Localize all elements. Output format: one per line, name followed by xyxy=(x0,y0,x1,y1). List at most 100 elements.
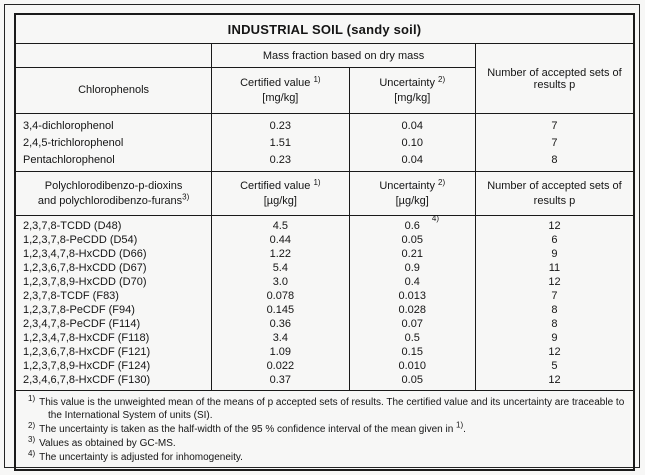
table-row: 2,3,4,6,7,8-HxCDF (F130) 0.37 0.05 12 xyxy=(14,373,635,391)
footnote: 3) Values as obtained by GC-MS. xyxy=(22,434,625,450)
mass-fraction-header: Mass fraction based on dry mass xyxy=(211,43,476,68)
footnote-marker: 1) xyxy=(28,393,36,403)
certified-value-header-mg: Certified value 1) [mg/kg] xyxy=(211,67,350,114)
analyte-name: 1,2,3,7,8-PeCDF (F94) xyxy=(14,303,213,317)
table-row: 1,2,3,4,7,8-HxCDD (D66) 1.22 0.21 9 xyxy=(14,247,635,261)
footnote-text: The uncertainty is adjusted for inhomoge… xyxy=(39,452,243,463)
accepted-sets-count: 9 xyxy=(474,247,635,261)
table-row: 3,4-dichlorophenol 0.23 0.04 7 xyxy=(14,113,635,134)
table-row: 2,3,7,8-TCDF (F83) 0.078 0.013 7 xyxy=(14,289,635,303)
accepted-sets-count: 8 xyxy=(474,151,635,172)
certified-value: 0.078 xyxy=(211,289,350,303)
certified-value: 0.022 xyxy=(211,359,350,373)
analyte-name: 2,3,4,6,7,8-HxCDF (F130) xyxy=(14,373,213,391)
document-frame: INDUSTRIAL SOIL (sandy soil) Mass fracti… xyxy=(4,4,640,471)
certified-values-table: INDUSTRIAL SOIL (sandy soil) Mass fracti… xyxy=(14,13,635,471)
accepted-sets-count: 8 xyxy=(474,317,635,331)
dioxins-rows: 2,3,7,8-TCDD (D48) 4.5 0.6 4) 12 1,2,3,7,… xyxy=(14,215,635,391)
analyte-name: 1,2,3,6,7,8-HxCDF (F121) xyxy=(14,345,213,359)
certified-value: 1.09 xyxy=(211,345,350,359)
accepted-sets-count: 6 xyxy=(474,233,635,247)
accepted-sets-count: 12 xyxy=(474,215,635,233)
analyte-name: 1,2,3,7,8-PeCDD (D54) xyxy=(14,233,213,247)
table-row: Pentachlorophenol 0.23 0.04 8 xyxy=(14,151,635,172)
table-row: 1,2,3,6,7,8-HxCDD (D67) 5.4 0.9 11 xyxy=(14,261,635,275)
uncertainty-label: Uncertainty xyxy=(379,77,435,90)
uncertainty-value: 0.04 xyxy=(348,113,476,134)
uncertainty-header-ug: Uncertainty 2) [µg/kg] xyxy=(348,171,476,216)
certified-value: 4.5 xyxy=(211,215,350,233)
certified-value-header-ug: Certified value 1) [µg/kg] xyxy=(211,171,350,216)
certified-value-unit: [mg/kg] xyxy=(262,91,299,104)
certified-value: 0.36 xyxy=(211,317,350,331)
footnote-text: This value is the unweighted mean of the… xyxy=(39,397,625,421)
certified-value-unit: [µg/kg] xyxy=(263,194,297,207)
table-row: 2,4,5-trichlorophenol 1.51 0.10 7 xyxy=(14,134,635,151)
uncertainty-header-mg: Uncertainty 2) [mg/kg] xyxy=(348,67,476,114)
dioxins-header-row: Polychlorodibenzo-p-dioxins and polychlo… xyxy=(14,171,635,216)
footnote-marker: 3) xyxy=(28,434,36,444)
accepted-sets-count: 12 xyxy=(474,373,635,391)
empty-cell xyxy=(14,43,213,68)
footnote-ref-1: 1) xyxy=(313,74,321,84)
accepted-sets-header: Number of accepted sets of results p xyxy=(474,43,635,114)
uncertainty-value: 0.10 xyxy=(348,134,476,151)
uncertainty-value: 0.21 xyxy=(348,247,476,261)
certified-value: 0.37 xyxy=(211,373,350,391)
certified-value: 0.23 xyxy=(211,113,350,134)
analyte-name: 2,3,7,8-TCDD (D48) xyxy=(14,215,213,233)
table-row: 1,2,3,4,7,8-HxCDF (F118) 3.4 0.5 9 xyxy=(14,331,635,345)
footnotes-cell: 1) This value is the unweighted mean of t… xyxy=(14,390,635,471)
accepted-sets-count: 11 xyxy=(474,261,635,275)
accepted-sets-count: 12 xyxy=(474,345,635,359)
uncertainty-value: 0.013 xyxy=(348,289,476,303)
footnote: 2) The uncertainty is taken as the half-w… xyxy=(22,420,625,436)
accepted-sets-count: 7 xyxy=(474,289,635,303)
analyte-name: 2,4,5-trichlorophenol xyxy=(14,134,213,151)
footnote-tail-ref: 1) xyxy=(456,420,464,430)
footnote-ref-2: 2) xyxy=(438,74,446,84)
table-title-row: INDUSTRIAL SOIL (sandy soil) xyxy=(14,13,635,44)
mass-fraction-row: Mass fraction based on dry mass Number o… xyxy=(14,43,635,114)
uncertainty-value: 0.07 xyxy=(348,317,476,331)
certified-value: 3.4 xyxy=(211,331,350,345)
certified-value: 0.23 xyxy=(211,151,350,172)
analyte-name: 1,2,3,4,7,8-HxCDF (F118) xyxy=(14,331,213,345)
certified-value: 1.51 xyxy=(211,134,350,151)
table-row: 1,2,3,7,8-PeCDF (F94) 0.145 0.028 8 xyxy=(14,303,635,317)
accepted-sets-header-2: Number of accepted sets of results p xyxy=(474,171,635,216)
analyte-name: 1,2,3,7,8,9-HxCDF (F124) xyxy=(14,359,213,373)
accepted-sets-count: 12 xyxy=(474,275,635,289)
footnote: 4) The uncertainty is adjusted for inhomo… xyxy=(22,448,625,464)
uncertainty-unit: [mg/kg] xyxy=(394,91,431,104)
table-row: 1,2,3,7,8,9-HxCDF (F124) 0.022 0.010 5 xyxy=(14,359,635,373)
uncertainty-value: 0.9 xyxy=(348,261,476,275)
footnote-marker: 2) xyxy=(28,420,36,430)
certified-value-label: Certified value xyxy=(240,180,311,193)
dioxins-group-label-line1: Polychlorodibenzo-p-dioxins xyxy=(44,180,183,193)
accepted-sets-count: 8 xyxy=(474,303,635,317)
footnote-marker: 4) xyxy=(28,448,36,458)
uncertainty-value: 0.04 xyxy=(348,151,476,172)
footnote-text: The uncertainty is taken as the half-wid… xyxy=(39,424,457,435)
certified-value: 5.4 xyxy=(211,261,350,275)
uncertainty-value: 0.05 xyxy=(348,373,476,391)
table-row: 2,3,7,8-TCDD (D48) 4.5 0.6 4) 12 xyxy=(14,215,635,233)
analyte-name: Pentachlorophenol xyxy=(14,151,213,172)
chlorophenols-rows: 3,4-dichlorophenol 0.23 0.04 7 2,4,5-tri… xyxy=(14,113,635,172)
uncertainty-label: Uncertainty xyxy=(379,180,435,193)
footnote-ref-2: 2) xyxy=(438,177,446,187)
analyte-name: 1,2,3,4,7,8-HxCDD (D66) xyxy=(14,247,213,261)
certified-value: 0.44 xyxy=(211,233,350,247)
table-row: 1,2,3,7,8-PeCDD (D54) 0.44 0.05 6 xyxy=(14,233,635,247)
analyte-name: 1,2,3,6,7,8-HxCDD (D67) xyxy=(14,261,213,275)
analyte-name: 3,4-dichlorophenol xyxy=(14,113,213,134)
footnotes-list: 1) This value is the unweighted mean of t… xyxy=(22,393,625,464)
footnote: 1) This value is the unweighted mean of t… xyxy=(22,393,625,422)
analyte-name: 1,2,3,7,8,9-HxCDD (D70) xyxy=(14,275,213,289)
chlorophenols-header-row: Chlorophenols Certified value 1) [mg/kg] … xyxy=(14,67,634,114)
table-row: 2,3,4,7,8-PeCDF (F114) 0.36 0.07 8 xyxy=(14,317,635,331)
footnote-ref-1: 1) xyxy=(313,177,321,187)
uncertainty-value: 0.028 xyxy=(348,303,476,317)
dioxins-group-label-line2: and polychlorodibenzo-furans xyxy=(37,194,183,207)
